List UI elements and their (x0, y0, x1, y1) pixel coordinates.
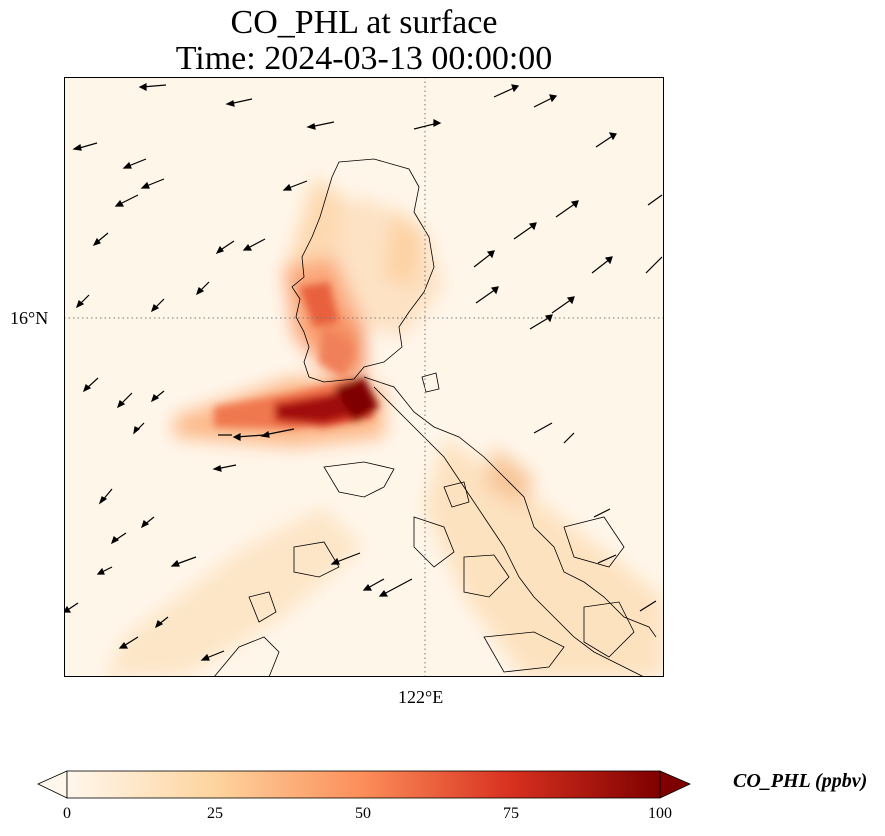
co-hotspot (214, 282, 379, 429)
colorbar-under-extend (37, 770, 68, 799)
map-plot (64, 77, 664, 677)
colorbar-tick-0: 0 (63, 805, 71, 822)
colorbar (37, 770, 691, 799)
wind-vectors (64, 83, 663, 661)
colorbar-gradient (66, 770, 661, 799)
map-border (64, 77, 664, 677)
gridlines (64, 77, 664, 677)
colorbar-tick-25: 25 (207, 805, 223, 822)
colorbar-tick-75: 75 (503, 805, 519, 822)
lat-tick-label: 16°N (10, 308, 49, 328)
lon-tick-label: 122°E (398, 687, 444, 707)
title-line-2: Time: 2024-03-13 00:00:00 (175, 40, 553, 77)
title-line-1: CO_PHL at surface (230, 4, 498, 41)
coastlines (213, 158, 657, 677)
colorbar-tick-50: 50 (355, 805, 371, 822)
colorbar-tick-100: 100 (648, 805, 672, 822)
colorbar-label: CO_PHL (ppbv) (733, 770, 868, 792)
colorbar-over-extend (659, 770, 691, 799)
